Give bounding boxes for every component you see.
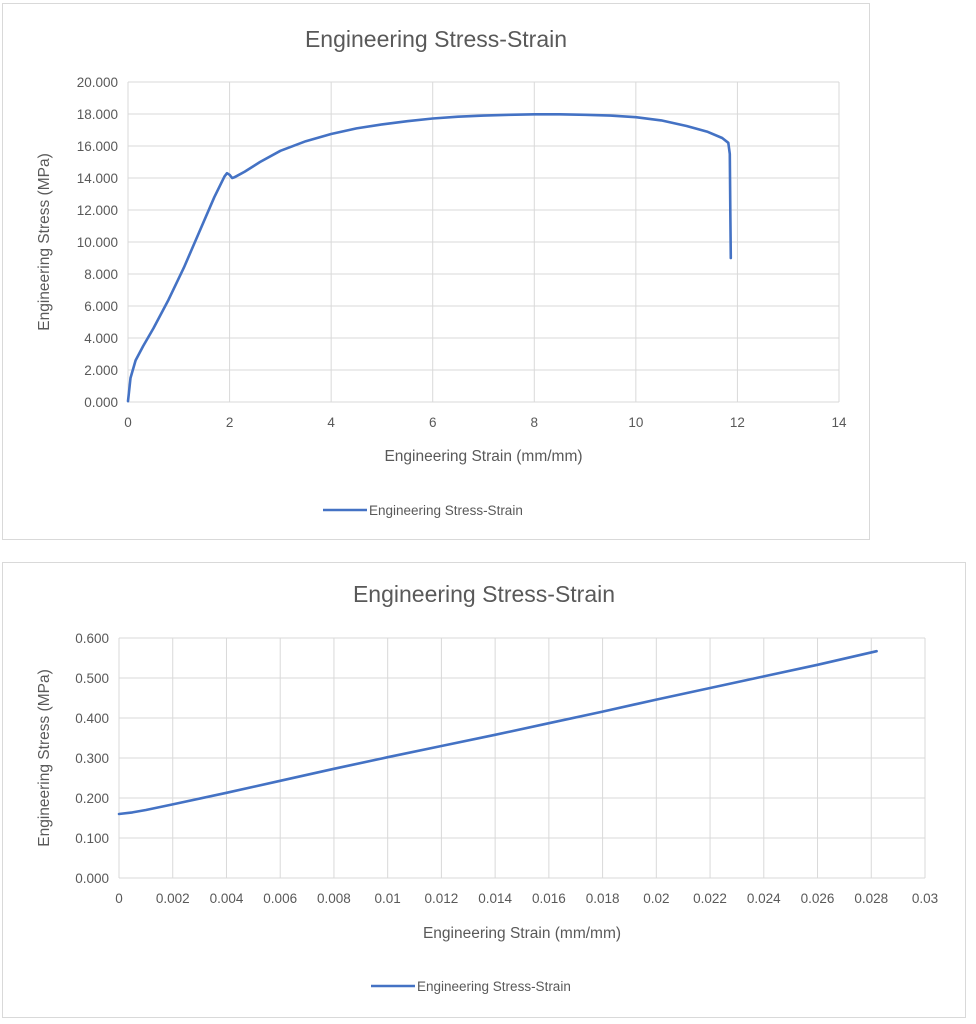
chart-2-y-tick-label: 0.300: [75, 751, 109, 766]
chart-2-x-tick-label: 0.006: [263, 891, 297, 906]
chart-2-x-tick-label: 0.01: [375, 891, 401, 906]
chart-1-y-tick-label: 14.000: [77, 171, 118, 186]
chart-1-y-tick-label: 8.000: [84, 267, 118, 282]
chart-1-series-line: [126, 113, 733, 403]
chart-2-y-tick-label: 0.100: [75, 831, 109, 846]
chart-1-x-tick-label: 6: [429, 415, 437, 430]
chart-2-x-tick-label: 0.004: [210, 891, 244, 906]
chart-2-series-line: [117, 649, 878, 816]
chart-1-title: Engineering Stress-Strain: [304, 26, 568, 52]
chart-2-x-tick-label: 0.024: [747, 891, 781, 906]
chart-2-x-tick-label: 0.014: [478, 891, 512, 906]
chart-2-x-tick-label: 0.028: [854, 891, 888, 906]
chart-2-y-tick-label: 0.400: [75, 711, 109, 726]
chart-2-x-tick-label: 0.018: [586, 891, 620, 906]
chart-1-y-tick-label: 16.000: [77, 139, 118, 154]
chart-2-y-tick-label: 0.200: [75, 791, 109, 806]
chart-1-x-tick-label: 0: [124, 415, 132, 430]
chart-2-legend-label: Engineering Stress-Strain: [417, 979, 571, 994]
chart-1-y-tick-label: 10.000: [77, 235, 118, 250]
chart-1-y-tick-label: 18.000: [77, 107, 118, 122]
chart-2-x-tick-label: 0: [115, 891, 123, 906]
chart-1-x-tick-label: 12: [730, 415, 745, 430]
chart-2-x-tick-label: 0.012: [425, 891, 459, 906]
chart-1-y-tick-label: 6.000: [84, 299, 118, 314]
chart-2-x-tick-label: 0.016: [532, 891, 566, 906]
chart-1-plot: 0.000 2.000 4.000 6.000 8.000 10.000 12.000 14.…: [36, 75, 847, 518]
chart-2-x-tick-label: 0.026: [801, 891, 835, 906]
chart-2-x-tick-label: 0.008: [317, 891, 351, 906]
chart-1-y-tick-label: 20.000: [77, 75, 118, 90]
chart-2-x-tick-label: 0.002: [156, 891, 190, 906]
chart-2-y-tick-label: 0.000: [75, 871, 109, 886]
chart-1-x-tick-label: 4: [327, 415, 335, 430]
chart-2-title: Engineering Stress-Strain: [352, 581, 616, 607]
chart-2-y-tick-label: 0.600: [75, 631, 109, 646]
chart-1-x-tick-label: 8: [531, 415, 539, 430]
chart-1-y-tick-label: 0.000: [84, 395, 118, 410]
chart-1-y-tick-label: 12.000: [77, 203, 118, 218]
chart-1-legend-label: Engineering Stress-Strain: [369, 503, 523, 518]
chart-2-y-tick-label: 0.500: [75, 671, 109, 686]
chart-1-y-tick-label: 2.000: [84, 363, 118, 378]
chart-2: Engineering Stress-Strain 0.000 0.100 0.20…: [2, 562, 966, 1018]
chart-2-x-axis-title: Engineering Strain (mm/mm): [423, 925, 621, 942]
chart-2-y-axis-title: Engineering Stress (MPa): [36, 669, 53, 846]
chart-2-x-tick-label: 0.03: [912, 891, 938, 906]
chart-2-x-tick-label: 0.022: [693, 891, 727, 906]
chart-1: Engineering Stress-Strain 0.000 2.000 4.00…: [2, 3, 870, 540]
chart-1-x-tick-label: 2: [226, 415, 234, 430]
chart-1-x-tick-label: 10: [628, 415, 643, 430]
chart-1-y-axis-title: Engineering Stress (MPa): [36, 153, 53, 330]
chart-1-y-tick-label: 4.000: [84, 331, 118, 346]
chart-2-plot: 0.000 0.100 0.200 0.300 0.400 0.500 0.600 0 0.00…: [36, 631, 938, 994]
chart-2-x-tick-label: 0.02: [643, 891, 669, 906]
chart-1-x-tick-label: 14: [831, 415, 847, 430]
chart-1-x-axis-title: Engineering Strain (mm/mm): [384, 448, 582, 465]
